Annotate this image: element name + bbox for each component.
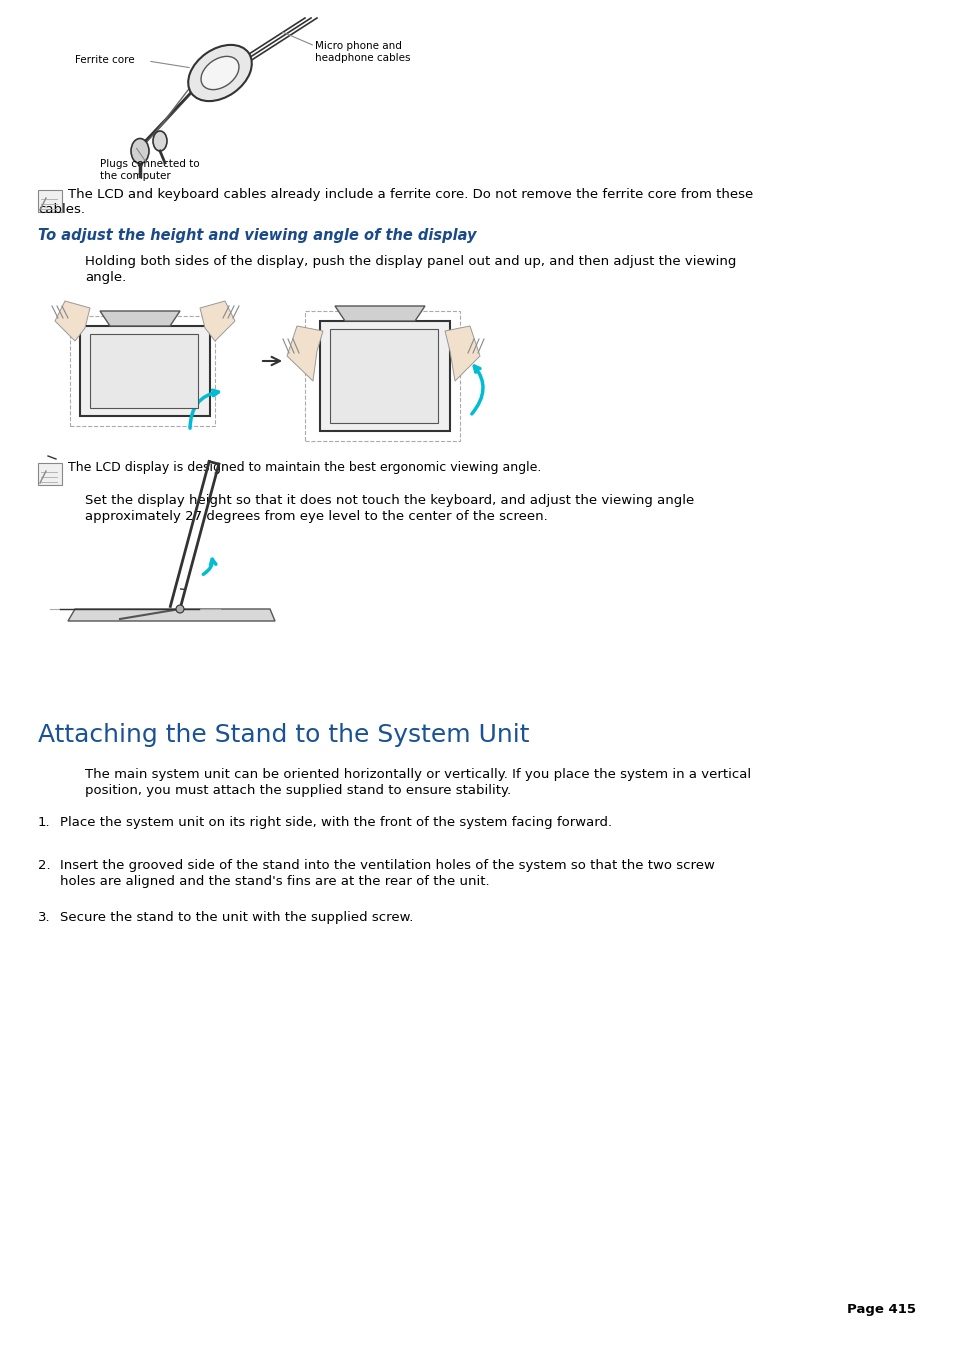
Ellipse shape [175,605,184,613]
Text: Holding both sides of the display, push the display panel out and up, and then a: Holding both sides of the display, push … [85,255,736,267]
Text: 3.: 3. [38,911,51,924]
Text: 1.: 1. [38,816,51,830]
Text: Page 415: Page 415 [846,1302,915,1316]
Polygon shape [68,609,274,621]
Bar [90,334,198,408]
Polygon shape [55,301,90,340]
Polygon shape [200,301,234,340]
Text: cables.: cables. [38,203,85,216]
Text: Secure the stand to the unit with the supplied screw.: Secure the stand to the unit with the su… [60,911,413,924]
Polygon shape [287,326,323,381]
Text: Plugs connected to: Plugs connected to [100,159,199,169]
Polygon shape [80,326,210,416]
Text: To adjust the height and viewing angle of the display: To adjust the height and viewing angle o… [38,228,476,243]
Text: position, you must attach the supplied stand to ensure stability.: position, you must attach the supplied s… [85,784,511,797]
Ellipse shape [152,131,167,151]
Bar [38,190,62,212]
Bar [305,311,459,440]
Text: The LCD and keyboard cables already include a ferrite core. Do not remove the fe: The LCD and keyboard cables already incl… [68,188,753,201]
Bar [70,316,214,426]
Polygon shape [100,311,180,326]
Ellipse shape [201,57,239,89]
Text: headphone cables: headphone cables [314,53,410,63]
Text: Insert the grooved side of the stand into the ventilation holes of the system so: Insert the grooved side of the stand int… [60,859,714,871]
Text: The main system unit can be oriented horizontally or vertically. If you place th: The main system unit can be oriented hor… [85,767,750,781]
Polygon shape [335,305,424,322]
Text: approximately 27 degrees from eye level to the center of the screen.: approximately 27 degrees from eye level … [85,509,547,523]
Bar [38,463,62,485]
Ellipse shape [131,139,149,163]
Text: Place the system unit on its right side, with the front of the system facing for: Place the system unit on its right side,… [60,816,612,830]
Ellipse shape [188,45,252,101]
Text: Ferrite core: Ferrite core [75,55,134,65]
Text: angle.: angle. [85,272,126,284]
Text: The LCD display is designed to maintain the best ergonomic viewing angle.: The LCD display is designed to maintain … [68,461,540,474]
Text: 2.: 2. [38,859,51,871]
Text: holes are aligned and the stand's fins are at the rear of the unit.: holes are aligned and the stand's fins a… [60,875,489,888]
Bar [330,330,437,423]
Polygon shape [444,326,479,381]
Text: Set the display height so that it does not touch the keyboard, and adjust the vi: Set the display height so that it does n… [85,494,694,507]
Polygon shape [319,322,450,431]
Text: the computer: the computer [100,172,171,181]
Text: Micro phone and: Micro phone and [314,41,401,51]
Text: Attaching the Stand to the System Unit: Attaching the Stand to the System Unit [38,723,529,747]
